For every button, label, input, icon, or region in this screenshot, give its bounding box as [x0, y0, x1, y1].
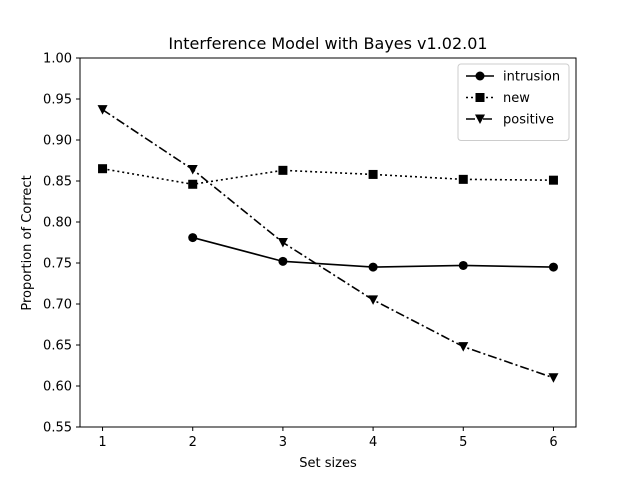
data-point-new	[368, 169, 378, 179]
series-line-new	[102, 167, 554, 186]
data-point-intrusion	[548, 262, 558, 272]
y-tick-label: 0.65	[43, 339, 72, 354]
data-point-intrusion	[458, 260, 468, 270]
data-point-new	[458, 174, 468, 184]
data-point-new	[188, 179, 198, 189]
x-tick-label: 2	[189, 435, 197, 450]
data-point-positive	[368, 295, 379, 305]
data-point-intrusion	[188, 233, 198, 243]
legend-marker-positive	[475, 114, 485, 124]
chart-title: Interference Model with Bayes v1.02.01	[168, 34, 487, 53]
y-tick-label: 0.80	[43, 216, 72, 231]
legend: intrusion new positive	[457, 63, 570, 141]
x-axis-label: Set sizes	[299, 456, 357, 471]
plot-frame	[79, 57, 577, 428]
y-tick-label: 0.85	[43, 175, 72, 190]
data-point-positive	[458, 342, 469, 352]
y-tick-label: 0.75	[43, 257, 72, 272]
plot-area	[97, 105, 559, 383]
data-point-new	[548, 175, 558, 185]
legend-label-intrusion: intrusion	[503, 70, 560, 85]
y-tick-label: 0.70	[43, 298, 72, 313]
legend-marker-intrusion	[475, 71, 485, 81]
x-tick-label: 4	[369, 435, 377, 450]
series-positive	[97, 105, 559, 383]
x-tick-label: 5	[459, 435, 467, 450]
y-tick-label: 0.55	[43, 421, 72, 436]
axes: 1 2 3 4 5 6 0.55 0.60 0.65 0.70 0.75 0.80 0.85 0.90 0.…	[43, 52, 577, 450]
x-tick-label: 6	[549, 435, 557, 450]
series-line-positive	[102, 108, 554, 379]
series-new	[98, 164, 558, 189]
y-tick-label: 1.00	[43, 52, 72, 67]
legend-label-positive: positive	[503, 113, 554, 128]
data-point-positive	[277, 238, 288, 248]
data-point-new	[98, 164, 108, 174]
x-tick-label: 1	[98, 435, 106, 450]
data-point-positive	[187, 165, 198, 175]
y-tick-label: 0.90	[43, 134, 72, 149]
series-intrusion	[188, 233, 558, 272]
y-axis-label: Proportion of Correct	[20, 175, 35, 310]
legend-box	[457, 63, 570, 141]
legend-label-new: new	[503, 91, 530, 106]
data-point-new	[278, 165, 288, 175]
data-point-intrusion	[368, 262, 378, 272]
data-point-positive	[97, 105, 108, 115]
legend-marker-new	[475, 93, 485, 102]
x-tick-label: 3	[279, 435, 287, 450]
data-point-intrusion	[278, 256, 288, 266]
y-tick-label: 0.60	[43, 380, 72, 395]
y-tick-label: 0.95	[43, 93, 72, 108]
data-point-positive	[548, 373, 559, 383]
